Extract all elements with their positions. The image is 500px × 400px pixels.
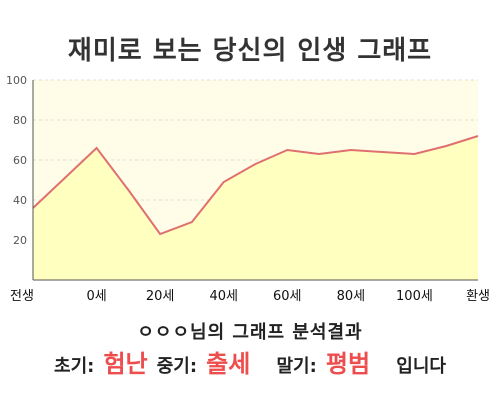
x-tick-label: 40세 — [209, 289, 238, 304]
x-tick-label: 전생 — [10, 289, 34, 304]
x-tick-label: 0세 — [86, 289, 106, 304]
mid-value: 출세 — [206, 350, 251, 378]
life-graph-line — [32, 135, 479, 236]
x-tick-label: 환생 — [466, 289, 490, 304]
y-tick-label: 80 — [13, 114, 27, 127]
y-tick-label: 60 — [13, 154, 27, 167]
life-graph-chart: 20 40 60 80 100 전생 0세 20세 40세 60세 80세 100세 환생 — [6, 74, 490, 304]
late-value: 평범 — [325, 350, 371, 378]
page-title: 재미로 보는 당신의 인생 그래프 — [67, 36, 433, 66]
x-tick-label: 20세 — [146, 289, 175, 304]
y-tick-label: 40 — [13, 194, 27, 207]
early-label: 초기: — [54, 356, 95, 377]
x-tick-label: 80세 — [337, 289, 366, 304]
mid-label: 중기: — [156, 356, 198, 377]
summary-heading: ㅇㅇㅇ님의 그래프 분석결과 — [137, 322, 363, 343]
y-tick-label: 20 — [13, 234, 27, 247]
x-tick-label: 60세 — [273, 289, 302, 304]
y-tick-label: 100 — [6, 74, 27, 87]
x-tick-label: 100세 — [396, 289, 433, 304]
summary-suffix: 입니다 — [396, 356, 446, 377]
early-value: 험난 — [103, 350, 148, 378]
summary-result-row: 초기: 험난 중기: 출세 말기: 평범 입니다 — [0, 344, 500, 384]
late-label: 말기: — [276, 356, 317, 377]
life-graph-area — [33, 136, 478, 280]
